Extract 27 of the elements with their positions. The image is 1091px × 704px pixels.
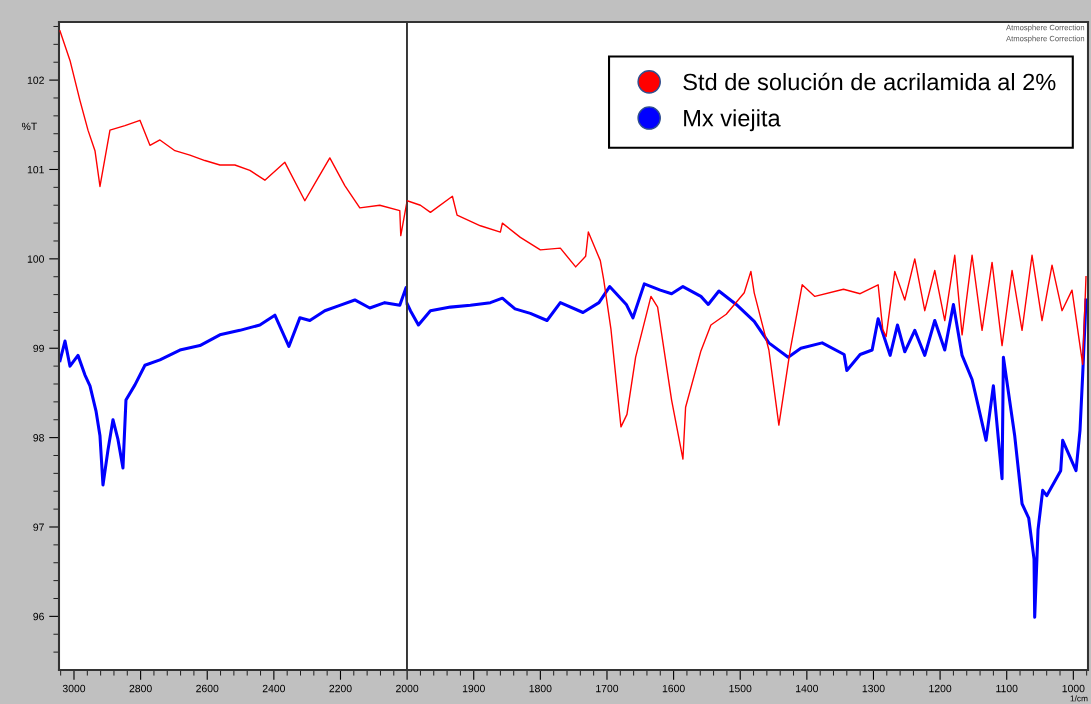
x-tick-label: 1700	[596, 684, 619, 693]
x-tick-label: 1900	[462, 684, 485, 693]
y-tick-label: 97	[33, 523, 44, 531]
x-tick-label: 1200	[929, 684, 952, 693]
x-tick-label: 2600	[196, 684, 219, 693]
y-tick-label: 101	[27, 165, 44, 174]
x-tick-label: 2000	[396, 684, 419, 693]
x-tick-label: 3000	[62, 684, 86, 693]
x-tick-label: 1100	[996, 684, 1018, 693]
y-tick-label: 96	[33, 612, 44, 621]
x-tick-label: 1300	[862, 684, 885, 693]
legend-label: Mx viejita	[684, 109, 781, 132]
legend-label: Std de solución de acrilamida al 2%	[683, 72, 1056, 91]
x-tick-label: 1800	[529, 684, 552, 693]
y-tick-label: 102	[27, 76, 44, 84]
y-axis-title: %T	[21, 122, 37, 131]
x-axis-title: 1/cm	[1070, 695, 1088, 702]
x-tick-label: 2200	[329, 684, 352, 693]
y-tick-label: 98	[33, 434, 44, 442]
x-tick-label: 1500	[729, 684, 752, 693]
x-tick-label: 1400	[796, 684, 819, 693]
y-tick-label: 99	[33, 344, 44, 353]
x-tick-label: 1000	[1062, 684, 1085, 693]
y-tick-label: 100	[27, 255, 45, 263]
x-tick-label: 2400	[262, 684, 286, 693]
x-tick-label: 2800	[129, 684, 152, 693]
x-tick-label: 1600	[662, 684, 685, 693]
